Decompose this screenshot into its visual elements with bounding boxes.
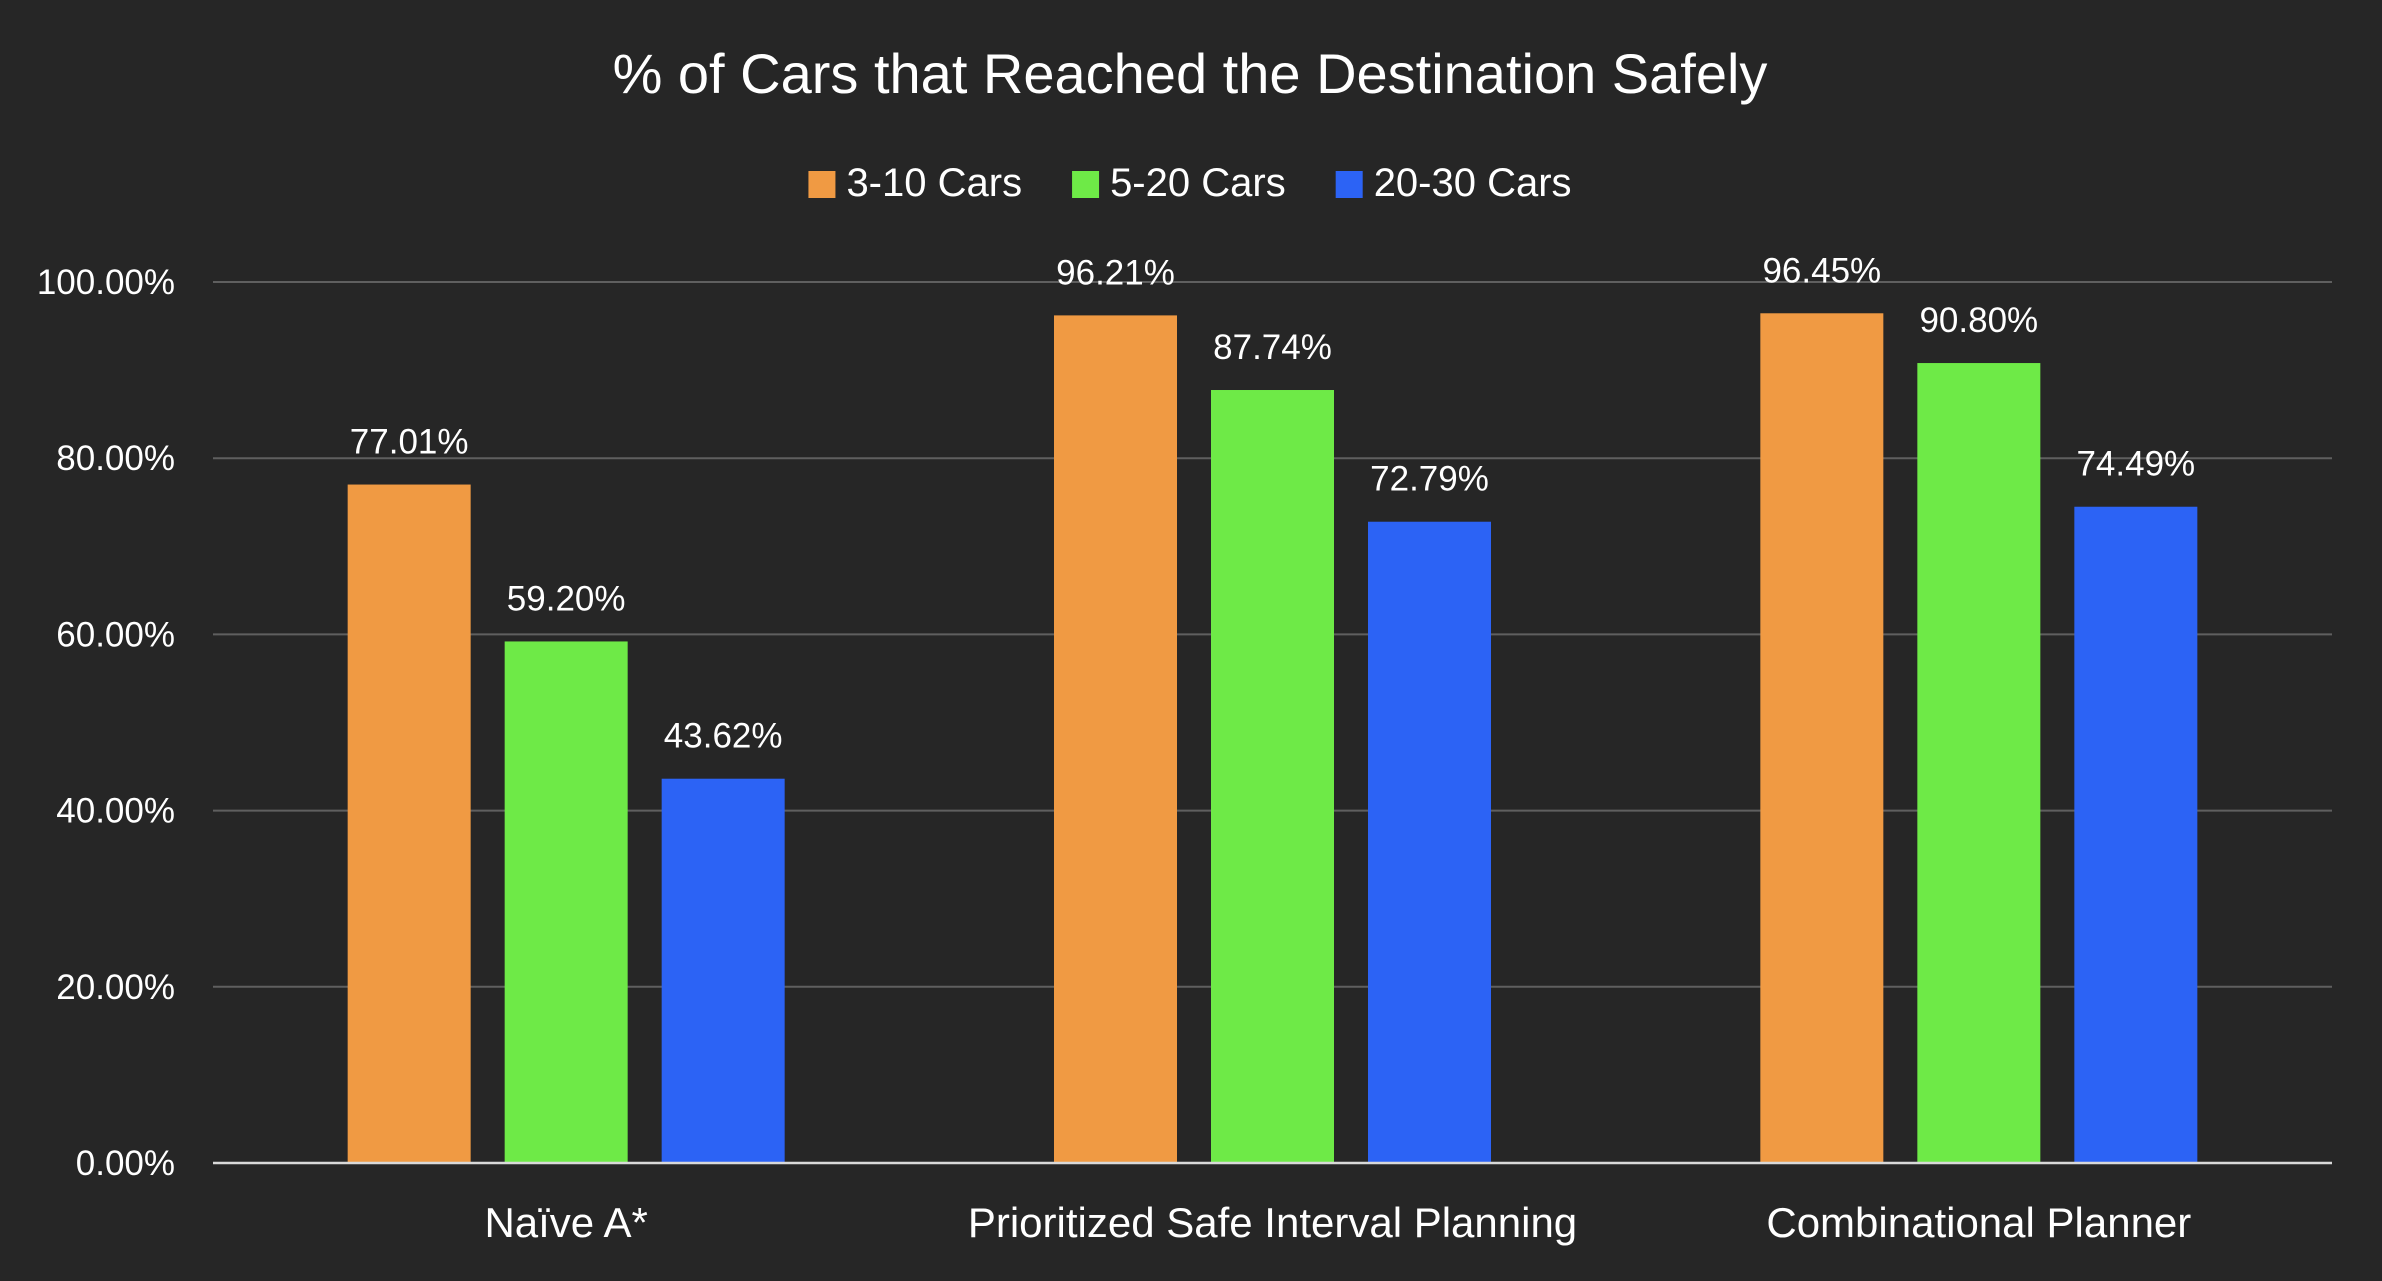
data-label: 87.74% [1213, 328, 1332, 367]
data-label: 59.20% [507, 579, 626, 618]
y-tick-label: 100.00% [37, 263, 175, 302]
chart-title: % of Cars that Reached the Destination S… [613, 42, 1768, 105]
legend-label: 5-20 Cars [1110, 161, 1286, 205]
legend-label: 20-30 Cars [1374, 161, 1572, 205]
data-label: 74.49% [2076, 445, 2195, 484]
bar [1054, 315, 1177, 1163]
x-category-label: Combinational Planner [1766, 1199, 2191, 1246]
bar [1917, 363, 2041, 1163]
x-category-label: Prioritized Safe Interval Planning [968, 1199, 1577, 1246]
y-tick-label: 20.00% [56, 968, 175, 1007]
y-tick-label: 60.00% [56, 615, 175, 654]
legend: 3-10 Cars 5-20 Cars 20-30 Cars [808, 161, 1572, 205]
data-labels: 77.01% 59.20% 43.62% 96.21% 87.74% 72.79% 96.4… [350, 251, 2195, 755]
y-tick-label: 40.00% [56, 792, 175, 831]
legend-swatch [1072, 171, 1100, 198]
x-axis: Naïve A* Prioritized Safe Interval Planni… [213, 1161, 2332, 1246]
legend-swatch [808, 171, 836, 198]
bar [661, 778, 785, 1163]
y-tick-label: 80.00% [56, 439, 175, 478]
data-label: 77.01% [350, 423, 469, 462]
bar [1368, 521, 1491, 1163]
legend-item: 20-30 Cars [1335, 161, 1572, 205]
bar [347, 484, 471, 1164]
bars [347, 313, 2198, 1164]
x-category-label: Naïve A* [484, 1199, 647, 1246]
data-label: 96.45% [1762, 251, 1881, 290]
legend-item: 5-20 Cars [1072, 161, 1286, 205]
legend-item: 3-10 Cars [808, 161, 1022, 205]
data-label: 72.79% [1370, 460, 1489, 499]
y-tick-label: 0.00% [76, 1144, 175, 1183]
bar [1760, 313, 1884, 1163]
data-label: 96.21% [1056, 253, 1175, 292]
data-label: 90.80% [1919, 301, 2038, 340]
y-axis: 0.00% 20.00% 40.00% 60.00% 80.00% 100.00% [37, 263, 175, 1183]
legend-swatch [1335, 171, 1363, 198]
bar [1211, 390, 1334, 1163]
bar [2074, 506, 2198, 1163]
legend-label: 3-10 Cars [846, 161, 1022, 205]
bar [504, 641, 628, 1163]
data-label: 43.62% [664, 717, 783, 756]
